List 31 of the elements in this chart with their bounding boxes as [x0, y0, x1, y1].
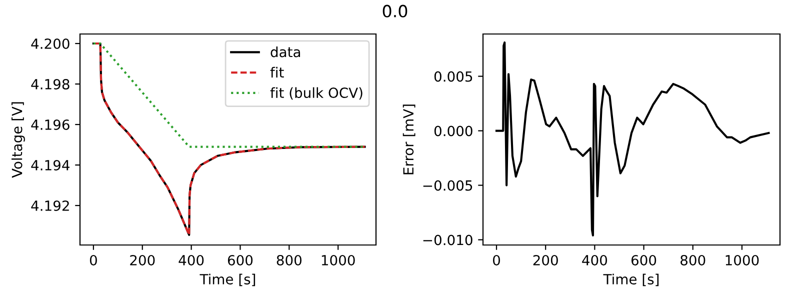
- x-tick-label: 800: [276, 254, 302, 266]
- line-series: [495, 41, 770, 236]
- x-tick-label: 400: [582, 254, 608, 266]
- x-tick-label: 800: [680, 254, 706, 266]
- x-tick-label: 400: [178, 254, 204, 266]
- legend-label: fit (bulk OCV): [270, 87, 362, 100]
- x-tick-label: 1000: [726, 254, 759, 266]
- x-tick-label: 600: [228, 254, 253, 266]
- x-tick-label: 1000: [322, 254, 355, 266]
- x-tick-label: 0: [90, 254, 97, 266]
- y-tick-label: 4.192: [31, 200, 69, 211]
- y-tick-label: 0.000: [434, 126, 472, 136]
- x-axis-title: Time [s]: [200, 274, 256, 286]
- y-axis-title: Voltage [V]: [12, 102, 25, 178]
- y-tick-label: 0.005: [434, 71, 472, 82]
- legend-label: fit: [270, 66, 284, 78]
- x-tick-label: 0: [492, 254, 500, 266]
- x-tick-label: 200: [533, 254, 558, 266]
- y-tick-label: −0.005: [423, 180, 472, 191]
- y-tick-label: 4.200: [31, 38, 70, 49]
- y-axis-title: Error [mV]: [402, 104, 416, 174]
- y-tick-label: 4.194: [31, 160, 70, 170]
- y-tick-label: 4.198: [31, 78, 70, 90]
- chart-title: 0.0: [382, 4, 408, 18]
- legend-label: data: [270, 46, 300, 58]
- x-tick-label: 600: [631, 254, 656, 266]
- x-axis-title: Time [s]: [603, 274, 659, 286]
- y-tick-label: −0.010: [423, 234, 472, 246]
- x-tick-label: 200: [130, 254, 155, 266]
- line-series: [92, 42, 366, 236]
- y-tick-label: 4.196: [31, 119, 70, 130]
